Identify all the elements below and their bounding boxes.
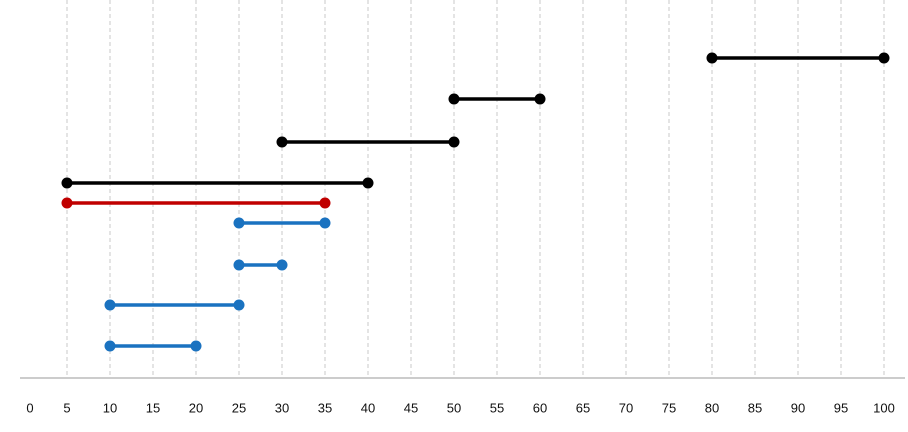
x-tick-label: 65 [576, 400, 590, 415]
x-tick-label: 60 [533, 400, 547, 415]
interval-end [190, 340, 202, 352]
x-tick-label: 90 [791, 400, 805, 415]
x-tick-label: 30 [275, 400, 289, 415]
interval-end [362, 177, 374, 189]
interval-end [319, 197, 331, 209]
interval-end [233, 299, 245, 311]
x-tick-label: 50 [447, 400, 461, 415]
x-tick-label: 100 [873, 400, 895, 415]
x-tick-label: 5 [63, 400, 70, 415]
interval-end [534, 93, 546, 105]
x-tick-label: 80 [705, 400, 719, 415]
x-tick-label: 15 [146, 400, 160, 415]
x-tick-label: 85 [748, 400, 762, 415]
x-tick-label: 0 [26, 400, 33, 415]
interval-start [448, 93, 460, 105]
interval-end [319, 217, 331, 229]
interval-start [233, 259, 245, 271]
interval-start [61, 197, 73, 209]
x-tick-label: 10 [103, 400, 117, 415]
x-tick-label: 20 [189, 400, 203, 415]
x-tick-label: 25 [232, 400, 246, 415]
interval-start [276, 136, 288, 148]
x-tick-label: 75 [662, 400, 676, 415]
interval-start [233, 217, 245, 229]
x-tick-label: 55 [490, 400, 504, 415]
interval-start [706, 52, 718, 64]
x-tick-label: 95 [834, 400, 848, 415]
x-tick-label: 40 [361, 400, 375, 415]
interval-start [104, 340, 116, 352]
x-tick-label: 45 [404, 400, 418, 415]
interval-end [276, 259, 288, 271]
interval-start [104, 299, 116, 311]
x-tick-label: 70 [619, 400, 633, 415]
x-tick-label: 35 [318, 400, 332, 415]
interval-end [878, 52, 890, 64]
interval-start [61, 177, 73, 189]
interval-end [448, 136, 460, 148]
